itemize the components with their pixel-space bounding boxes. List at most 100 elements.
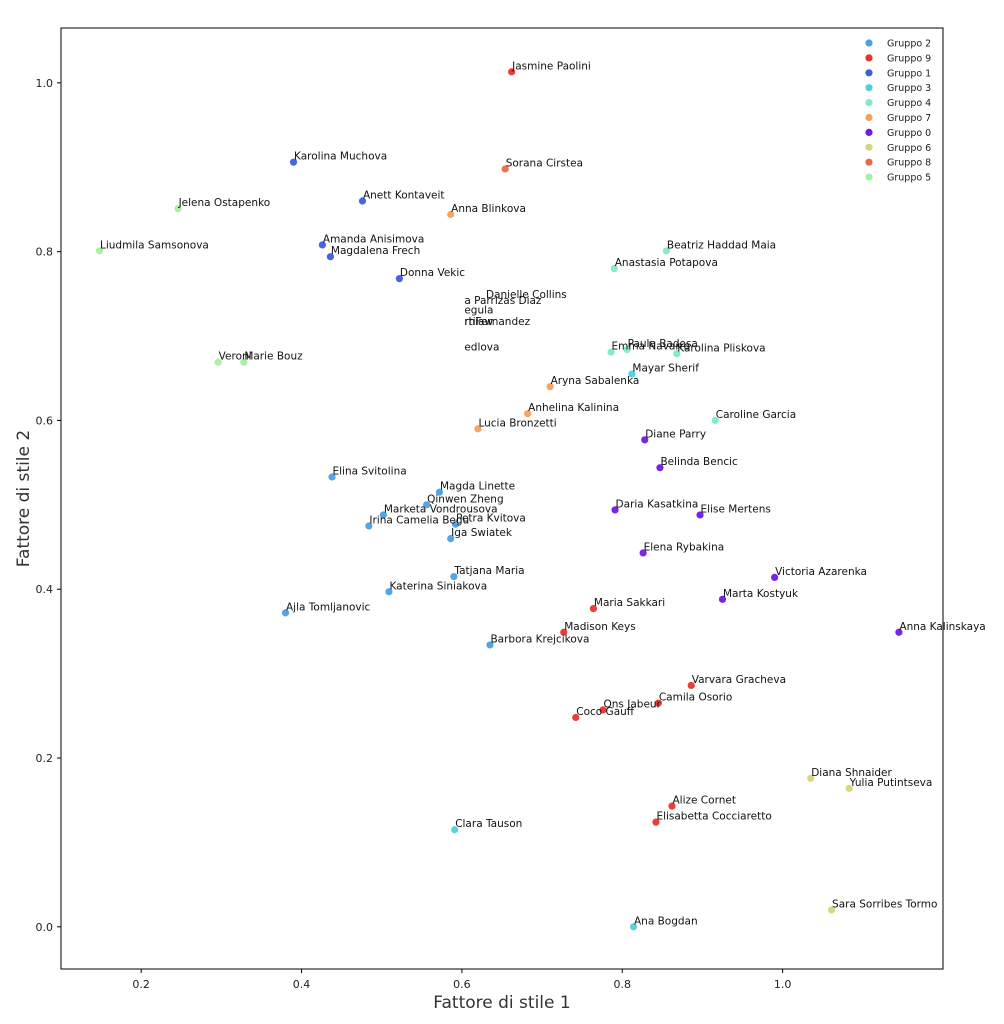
overlapping-label: rtiFernandez (464, 316, 530, 328)
point-label: Donna Vekic (400, 267, 465, 279)
point-label: Elena Rybakina (644, 541, 725, 553)
data-point (628, 370, 636, 378)
y-axis-label: Fattore di stile 2 (14, 430, 34, 567)
point-label: Magdalena Frech (331, 245, 420, 257)
point-label: Irina Camelia Begu (369, 514, 469, 526)
data-point (289, 158, 298, 166)
data-point (589, 605, 598, 613)
data-point (395, 275, 403, 283)
point-label: Varvara Gracheva (692, 674, 786, 686)
data-point (696, 511, 704, 519)
point-label: Anna Kalinskaya (899, 621, 985, 633)
y-tick-label: 0.4 (36, 583, 54, 596)
point-label: Elisabetta Cocciaretto (656, 811, 771, 823)
point-label: Daria Kasatkina (616, 498, 699, 510)
y-tick-label: 0.8 (36, 246, 54, 259)
data-point (328, 473, 336, 481)
point-label: Paula Badosa (628, 338, 698, 350)
data-point (827, 906, 836, 914)
legend-entry: Gruppo 3 (887, 83, 931, 94)
y-axis-ticks: 0.0 0.2 0.4 0.6 0.8 1.0 (36, 77, 61, 934)
data-point (486, 641, 494, 649)
legend-marker (865, 99, 873, 107)
x-axis-ticks: 0.2 0.4 0.6 0.8 1.0 (132, 969, 791, 991)
legend-marker (865, 113, 873, 122)
point-label: Jasmine Paolini (511, 60, 591, 72)
overlapping-label: Danielle Collins (486, 289, 567, 301)
data-point (662, 247, 670, 255)
data-point (895, 628, 903, 636)
legend: Gruppo 2 Gruppo 9 Gruppo 1 Gruppo 3 Gruppo 4… (865, 39, 931, 184)
point-label: Katerina Siniakova (389, 580, 487, 592)
point-label: Elise Mertens (701, 503, 771, 515)
data-point (447, 210, 455, 219)
data-point (451, 520, 460, 528)
y-tick-label: 0.2 (36, 752, 54, 765)
data-point (610, 264, 618, 273)
point-label: Karolina Muchova (294, 151, 387, 163)
point-label: Liudmila Samsonova (100, 239, 209, 251)
legend-entry: Gruppo 6 (887, 143, 931, 154)
data-point (423, 501, 431, 509)
legend-marker (865, 143, 873, 151)
point-label: Karolina Pliskova (677, 342, 765, 354)
legend-entry: Gruppo 7 (887, 113, 931, 124)
data-point (447, 534, 455, 543)
point-label: Ana Bogdan (634, 915, 698, 927)
plot-border (60, 27, 944, 970)
point-label: Magda Linette (440, 481, 515, 493)
data-point (379, 511, 387, 519)
legend-entry: Gruppo 0 (887, 128, 931, 139)
data-point (607, 348, 615, 356)
point-label: Beatriz Haddad Maia (667, 239, 776, 251)
legend-marker (865, 158, 873, 166)
point-label: Qinwen Zheng (427, 493, 504, 505)
data-point (668, 802, 676, 810)
point-label: Diane Parry (645, 428, 706, 440)
data-point (240, 358, 248, 366)
data-point (508, 68, 516, 76)
point-label: Elina Svitolina (333, 465, 407, 477)
legend-marker (865, 173, 873, 181)
overlapping-label: edlova (464, 341, 499, 353)
point-label: Amanda Anisimova (323, 233, 424, 245)
point-label: Sorana Cirstea (506, 157, 583, 169)
data-point (656, 464, 664, 472)
point-label: Victoria Azarenka (775, 566, 867, 578)
point-label: Lucia Bronzetti (478, 417, 556, 429)
point-label: Alize Cornet (672, 795, 735, 807)
data-point (501, 165, 509, 173)
data-point (365, 522, 373, 530)
point-label: Marketa Vondrousova (384, 503, 498, 515)
x-axis-label: Fattore di stile 1 (433, 993, 570, 1013)
legend-marker (865, 54, 873, 62)
x-tick-label: 0.8 (614, 978, 632, 991)
data-point (214, 358, 222, 366)
data-point (629, 923, 638, 931)
data-point (95, 247, 104, 255)
point-label: Madison Keys (564, 621, 635, 633)
legend-entry: Gruppo 1 (887, 68, 931, 79)
point-label: Sara Sorribes Tormo (832, 898, 937, 910)
data-point (845, 784, 853, 792)
data-point (435, 488, 444, 496)
data-point (560, 628, 568, 636)
legend-marker (865, 39, 873, 47)
legend-marker (865, 84, 873, 92)
legend-entry: Gruppo 2 (887, 39, 931, 50)
point-label: Anastasia Potapova (615, 257, 718, 269)
data-point (326, 253, 335, 261)
point-label: Caroline Garcia (716, 409, 796, 421)
data-point (474, 425, 482, 433)
point-label: Yulia Putintseva (849, 777, 933, 789)
data-point (639, 549, 647, 557)
legend-marker (865, 128, 873, 136)
data-point (599, 706, 607, 714)
x-tick-label: 0.6 (453, 978, 471, 991)
point-label: Anhelina Kalinina (528, 402, 619, 414)
data-point (450, 572, 458, 581)
data-point (572, 713, 580, 722)
x-tick-label: 1.0 (774, 978, 792, 991)
